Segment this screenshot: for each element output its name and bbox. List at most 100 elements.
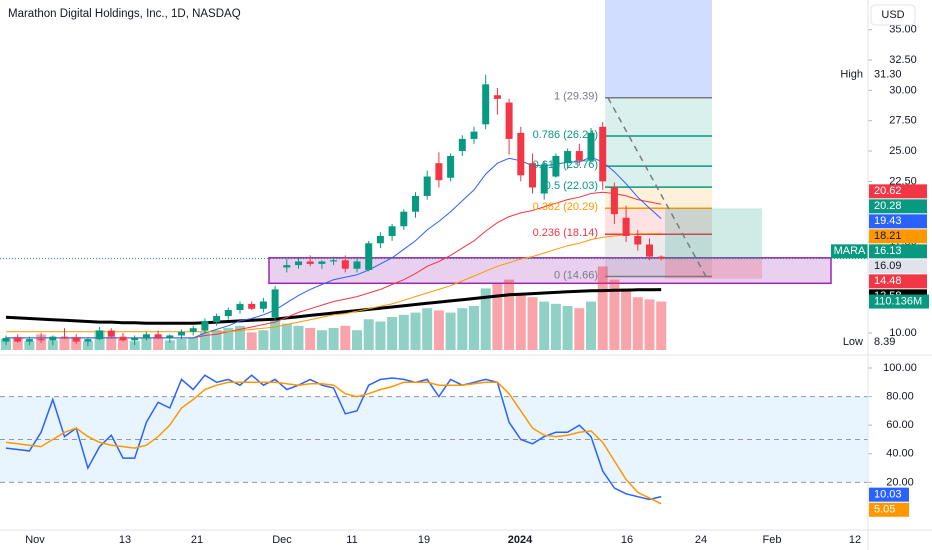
candle-body (49, 336, 57, 341)
volume-bar (246, 332, 257, 350)
candle-body (2, 337, 10, 342)
candle-body (353, 261, 361, 269)
volume-bar (480, 288, 491, 350)
candle-body (25, 339, 33, 342)
volume-bar (293, 325, 304, 350)
candle-body (400, 211, 408, 227)
volume-bar (445, 312, 456, 350)
candle-body (564, 151, 572, 164)
volume-bar (340, 325, 351, 350)
volume-bar (539, 301, 550, 350)
candle-body (622, 217, 630, 236)
volume-bar (24, 341, 35, 350)
fib-label: 1 (29.39) (554, 91, 598, 103)
candle-body (517, 132, 525, 176)
candle-body (634, 235, 642, 245)
candle-body (388, 226, 396, 236)
fib-label: 0.618 (23.76) (533, 159, 598, 171)
volume-bar (586, 301, 596, 350)
x-tick-label: 19 (418, 534, 430, 546)
high-value: 31.30 (874, 69, 902, 81)
candle-body (470, 131, 478, 139)
volume-bar (504, 279, 515, 350)
volume-bar (305, 328, 316, 350)
candle-body (493, 95, 501, 99)
volume-bar (164, 340, 175, 350)
rsi-tick-label: 80.00 (886, 391, 914, 403)
x-tick-label: Feb (763, 534, 782, 546)
volume-bar (258, 330, 269, 350)
volume-bar (527, 297, 538, 350)
symbol-label: MARA (834, 245, 866, 257)
candle-body (14, 337, 22, 342)
candle-body (37, 339, 45, 341)
candle-body (599, 126, 607, 182)
currency[interactable]: USD (881, 9, 904, 21)
candle-body (412, 195, 419, 212)
currency-button[interactable] (870, 4, 916, 26)
volume-bar (433, 310, 444, 350)
x-tick-label: 11 (346, 534, 357, 546)
price-badge (869, 199, 927, 214)
candle-body (259, 301, 267, 309)
rsi-badge-label: 10.03 (874, 489, 902, 501)
price-badge-label: 18.21 (874, 230, 902, 242)
rsi-tick-label: 100.00 (883, 362, 917, 374)
volume-bar (632, 297, 643, 350)
candle-body (213, 316, 221, 323)
x-tick-label: Dec (272, 534, 292, 546)
position-target (665, 208, 762, 260)
y-tick-label: 30.00 (889, 84, 917, 96)
volume-bar (188, 337, 199, 350)
candle-body (552, 155, 560, 177)
x-tick-label: 16 (621, 534, 633, 546)
candle-body (166, 335, 174, 338)
volume-bar (363, 319, 374, 350)
volume-bar (410, 312, 421, 350)
candle-body (84, 339, 92, 342)
candle-body (283, 265, 291, 268)
candle-body (96, 330, 104, 340)
y-tick-label: 10.00 (889, 327, 917, 339)
candle-body (540, 164, 548, 194)
candle-body (224, 309, 232, 317)
candle-body (154, 334, 162, 338)
candle-body (365, 243, 373, 270)
price-badge (869, 214, 927, 229)
volume-bar (621, 288, 632, 350)
volume-bar (118, 339, 128, 350)
x-tick-label: 13 (119, 534, 131, 546)
fib-band (605, 187, 712, 209)
candle-body (295, 261, 302, 266)
volume-bar (398, 314, 409, 350)
volume-bar (141, 337, 152, 350)
candle-body (142, 334, 150, 338)
candle-body (201, 320, 209, 331)
candle-body (657, 256, 665, 259)
fib-label: 0.5 (22.03) (545, 180, 598, 192)
series-layer (2, 74, 665, 505)
fib-trend (607, 97, 707, 277)
rsi-badge-label: 5.05 (874, 504, 895, 516)
price-badge (869, 259, 927, 274)
volume-bar (235, 325, 245, 350)
fib-label: 0.236 (18.14) (533, 227, 598, 239)
y-tick-label: 22.50 (889, 175, 917, 187)
candle-body (189, 328, 197, 332)
price-badge-label: 16.09 (874, 260, 902, 272)
volume-bar (12, 336, 23, 350)
price-badge (869, 274, 927, 289)
x-tick-label: 2024 (508, 534, 533, 546)
price-badge-label: 14.48 (874, 275, 902, 287)
volume-bar (129, 341, 140, 350)
candle-body (435, 163, 443, 181)
candle-body (248, 303, 256, 309)
volume-bar (281, 323, 292, 350)
candle-body (107, 330, 115, 337)
price-badge-label: 20.62 (874, 185, 902, 197)
volume-bar (176, 339, 187, 350)
volume-bar (223, 328, 234, 350)
fib-label: 0.382 (20.29) (533, 201, 598, 213)
low-label: Low (843, 336, 863, 348)
